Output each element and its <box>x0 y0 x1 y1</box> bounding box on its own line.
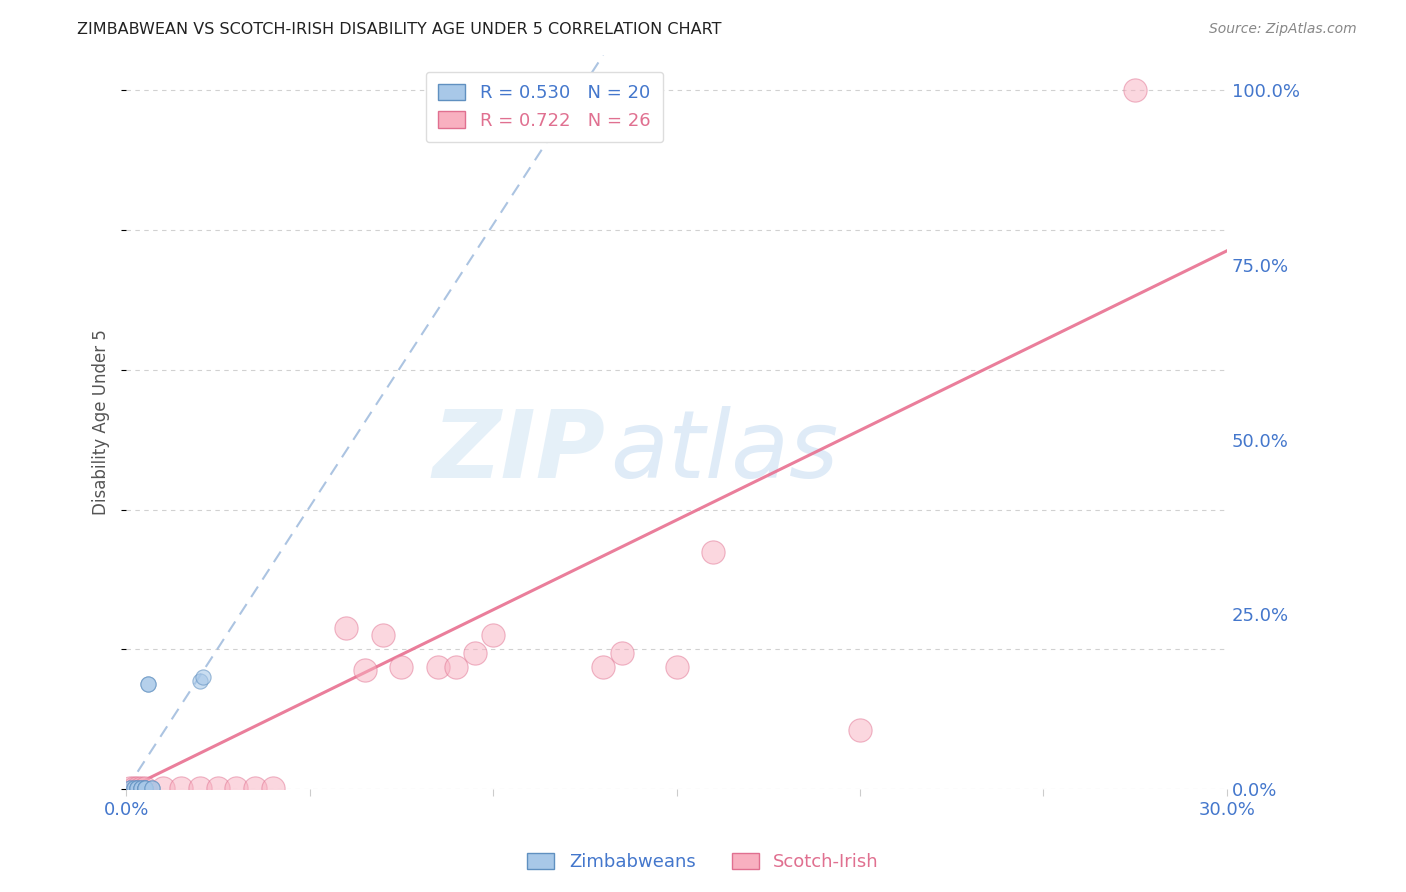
Point <box>127 780 149 795</box>
Point <box>118 780 141 795</box>
Point <box>127 780 149 795</box>
Point <box>1123 83 1146 97</box>
Point <box>446 660 468 674</box>
Point <box>225 780 247 795</box>
Point <box>127 780 149 795</box>
Point <box>129 780 152 795</box>
Point <box>136 677 159 691</box>
Point <box>482 628 505 642</box>
Point <box>129 780 152 795</box>
Point <box>129 780 152 795</box>
Point <box>702 544 724 558</box>
Point <box>170 780 193 795</box>
Point <box>152 780 174 795</box>
Point <box>122 780 145 795</box>
Point <box>141 780 163 795</box>
Point <box>427 660 450 674</box>
Point <box>188 780 211 795</box>
Point <box>118 780 141 795</box>
Point <box>464 646 486 660</box>
Point <box>134 780 156 795</box>
Text: Source: ZipAtlas.com: Source: ZipAtlas.com <box>1209 22 1357 37</box>
Point <box>243 780 266 795</box>
Point <box>118 780 141 795</box>
Point <box>134 780 156 795</box>
Point <box>134 780 156 795</box>
Point <box>122 780 145 795</box>
Point <box>353 664 375 678</box>
Point <box>134 780 156 795</box>
Point <box>262 780 284 795</box>
Point <box>391 660 413 674</box>
Point <box>610 646 633 660</box>
Text: atlas: atlas <box>610 406 839 497</box>
Text: ZIP: ZIP <box>432 406 605 498</box>
Point <box>207 780 229 795</box>
Point <box>129 780 152 795</box>
Point <box>193 670 215 684</box>
Point <box>371 628 394 642</box>
Point <box>665 660 688 674</box>
Point <box>849 723 872 737</box>
Legend: R = 0.530   N = 20, R = 0.722   N = 26: R = 0.530 N = 20, R = 0.722 N = 26 <box>426 71 664 143</box>
Point <box>127 780 149 795</box>
Point <box>141 780 163 795</box>
Point <box>335 622 357 636</box>
Point <box>134 780 156 795</box>
Point <box>592 660 614 674</box>
Legend: Zimbabweans, Scotch-Irish: Zimbabweans, Scotch-Irish <box>520 846 886 879</box>
Text: ZIMBABWEAN VS SCOTCH-IRISH DISABILITY AGE UNDER 5 CORRELATION CHART: ZIMBABWEAN VS SCOTCH-IRISH DISABILITY AG… <box>77 22 721 37</box>
Point <box>188 673 211 688</box>
Point <box>122 780 145 795</box>
Y-axis label: Disability Age Under 5: Disability Age Under 5 <box>93 329 110 515</box>
Point <box>136 677 159 691</box>
